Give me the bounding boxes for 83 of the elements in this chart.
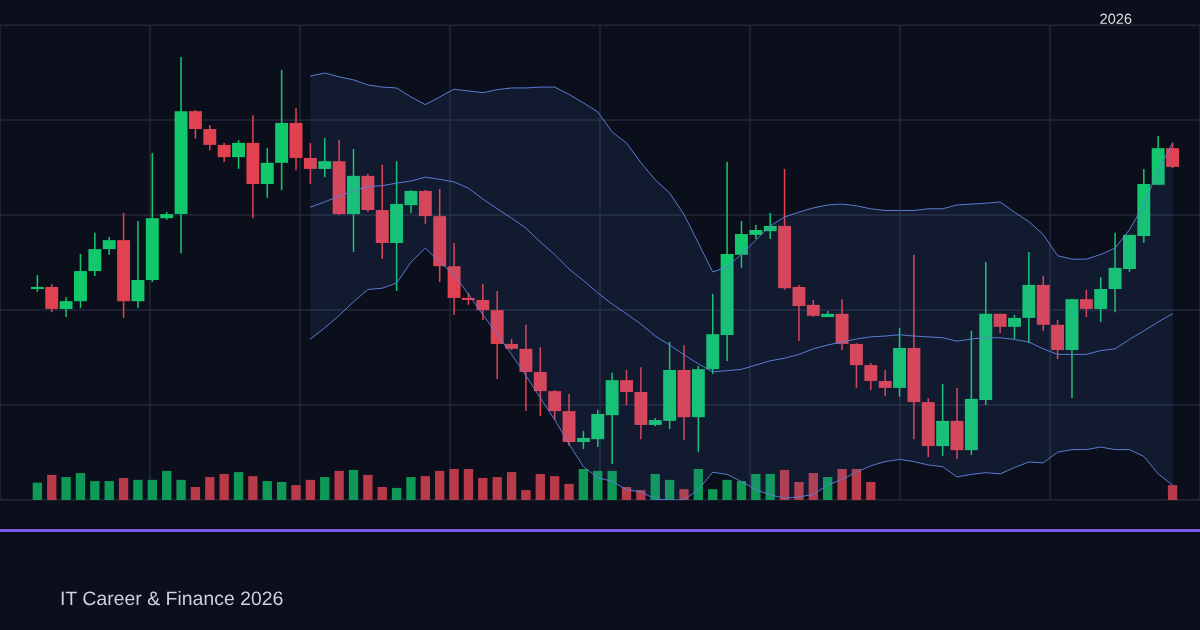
bar bbox=[90, 481, 100, 500]
candlestick bbox=[1008, 314, 1021, 340]
bar bbox=[693, 469, 704, 500]
bar bbox=[765, 473, 775, 500]
bar bbox=[492, 477, 502, 500]
candlestick bbox=[45, 283, 59, 313]
bar bbox=[219, 473, 229, 500]
bar bbox=[291, 485, 301, 500]
bar bbox=[233, 472, 244, 500]
candlestick bbox=[476, 283, 490, 321]
candlestick bbox=[1094, 276, 1108, 323]
bar bbox=[406, 477, 416, 500]
bar bbox=[521, 490, 531, 500]
bar bbox=[708, 489, 718, 500]
bar bbox=[435, 470, 445, 500]
bar bbox=[334, 470, 344, 500]
bar bbox=[578, 469, 589, 500]
candlestick bbox=[533, 346, 547, 417]
candlestick bbox=[548, 389, 562, 421]
candlestick bbox=[404, 189, 418, 214]
bar bbox=[363, 474, 373, 500]
bar bbox=[420, 476, 431, 500]
bar bbox=[564, 483, 574, 500]
bar bbox=[391, 487, 402, 500]
bar bbox=[449, 469, 459, 500]
bar bbox=[176, 479, 186, 500]
candlestick bbox=[188, 109, 202, 140]
bar bbox=[162, 470, 172, 500]
bar bbox=[650, 473, 660, 500]
bar bbox=[593, 470, 603, 500]
bar bbox=[248, 476, 258, 500]
bar bbox=[276, 482, 287, 500]
bar bbox=[305, 479, 316, 500]
bar bbox=[348, 469, 359, 500]
bar bbox=[851, 469, 862, 500]
bar bbox=[736, 481, 747, 500]
bar bbox=[779, 469, 790, 500]
bar bbox=[190, 486, 201, 500]
bar bbox=[722, 479, 732, 500]
bar bbox=[61, 477, 71, 500]
candlestick bbox=[217, 142, 231, 163]
bar bbox=[823, 477, 833, 500]
bar bbox=[147, 479, 157, 500]
bar bbox=[75, 473, 86, 500]
bar bbox=[320, 477, 330, 500]
bar bbox=[866, 482, 876, 500]
bar bbox=[104, 481, 114, 500]
candlestick bbox=[864, 362, 878, 391]
candlestick bbox=[203, 124, 217, 151]
bar bbox=[751, 473, 761, 500]
bar bbox=[506, 472, 517, 500]
bar bbox=[478, 477, 488, 500]
candlestick bbox=[519, 324, 533, 412]
candlestick bbox=[620, 369, 633, 406]
candlestick bbox=[232, 139, 245, 170]
bar bbox=[607, 470, 617, 500]
candlestick bbox=[849, 342, 863, 389]
candlestick bbox=[59, 296, 73, 318]
candlestick bbox=[131, 220, 145, 309]
candlestick bbox=[260, 147, 274, 199]
bar bbox=[463, 469, 474, 500]
bar bbox=[133, 479, 143, 500]
text: 2026 bbox=[1100, 13, 1132, 24]
candlestick bbox=[303, 142, 317, 185]
bar bbox=[794, 482, 804, 500]
bar bbox=[664, 479, 675, 500]
bar bbox=[549, 476, 560, 500]
candlestick bbox=[1079, 289, 1093, 318]
bar bbox=[205, 477, 215, 500]
text: IT Career & Finance 2026 bbox=[61, 590, 283, 606]
candlestick bbox=[88, 232, 102, 277]
candlestick bbox=[318, 137, 332, 178]
bar bbox=[47, 474, 57, 500]
bar bbox=[1167, 485, 1178, 500]
bar bbox=[262, 481, 272, 500]
bar bbox=[808, 473, 818, 500]
bar bbox=[535, 473, 545, 500]
bar bbox=[377, 486, 387, 500]
candlestick bbox=[1166, 142, 1180, 169]
candlestick bbox=[878, 369, 892, 397]
bar bbox=[118, 477, 129, 500]
bar bbox=[32, 482, 43, 500]
bar bbox=[837, 469, 847, 500]
